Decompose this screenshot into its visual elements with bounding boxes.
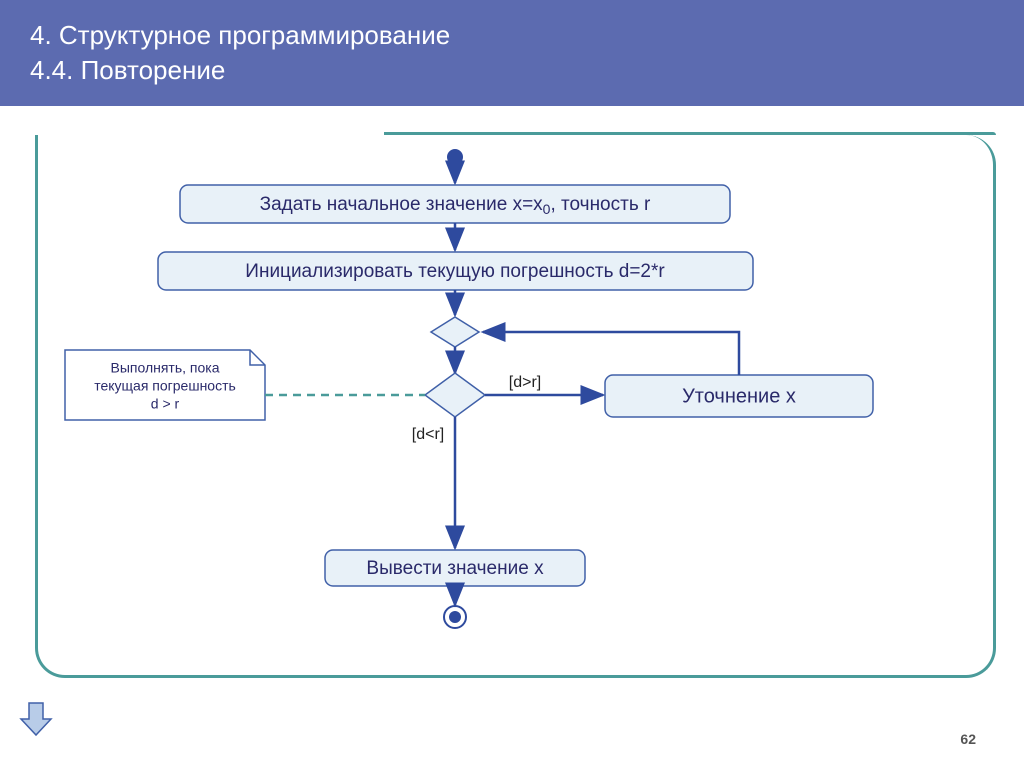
cond-right-label: [d>r]: [509, 374, 541, 391]
header-line1: 4. Структурное программирование: [30, 18, 994, 53]
step1-label: Задать начальное значение x=x0, точность…: [260, 194, 651, 217]
header-line2: 4.4. Повторение: [30, 53, 994, 88]
slide-header: 4. Структурное программирование 4.4. Пов…: [0, 0, 1024, 106]
note-line2: текущая погрешность: [94, 378, 236, 394]
cond-down-label: [d<r]: [412, 426, 444, 443]
note-line3: d > r: [151, 396, 180, 412]
output-label: Вывести значение x: [366, 558, 544, 579]
note-line1: Выполнять, пока: [110, 360, 219, 376]
flowchart: Задать начальное значение x=x0, точность…: [35, 135, 995, 695]
merge-diamond: [431, 317, 479, 347]
nav-down-arrow-icon[interactable]: [18, 699, 54, 739]
slide-number: 62: [960, 731, 976, 747]
refine-label: Уточнение x: [682, 385, 796, 407]
end-node-inner: [449, 611, 461, 623]
start-node: [447, 149, 463, 165]
step2-label: Инициализировать текущую погрешность d=2…: [245, 261, 665, 282]
decision-diamond: [425, 373, 485, 417]
